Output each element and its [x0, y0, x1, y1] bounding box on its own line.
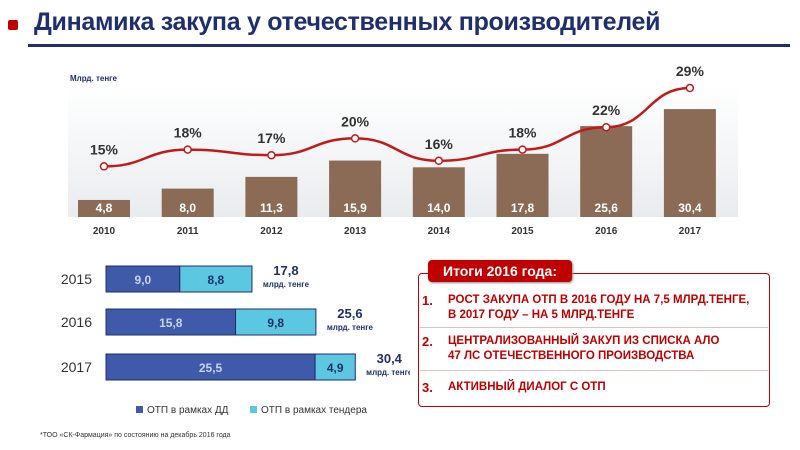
segment-value-label: 15,8 — [159, 316, 183, 330]
segment-value-label: 9,8 — [267, 316, 284, 330]
segment-tender — [179, 265, 253, 293]
x-tick-label: 2010 — [93, 226, 116, 237]
share-percent-label: 20% — [341, 113, 370, 129]
bar-value-label: 8,0 — [179, 201, 196, 215]
row-total-unit: млрд. тенге — [263, 280, 310, 289]
share-percent-label: 15% — [90, 141, 119, 157]
bar-value-label: 11,3 — [260, 201, 283, 215]
bar-value-label: 30,4 — [678, 201, 702, 215]
share-point — [434, 156, 444, 166]
legend-swatch-dd — [136, 406, 143, 413]
segment-value-label: 25,5 — [199, 361, 223, 375]
summary-item-3: 3. Активный диалог с ОТП — [422, 380, 768, 395]
share-point — [99, 162, 109, 171]
x-tick-label: 2012 — [260, 226, 283, 237]
bar-value-label: 17,8 — [511, 201, 535, 215]
summary-item-number: 3. — [422, 380, 433, 395]
bar-value-label: 14,0 — [427, 201, 451, 215]
share-percent-label: 18% — [508, 125, 537, 141]
share-point — [183, 145, 192, 154]
x-tick-label: 2011 — [177, 226, 199, 237]
share-point — [518, 145, 527, 154]
summary-item-1: 1. Рост закупа ОТП в 2016 году на 7,5 мл… — [422, 293, 768, 323]
bar-value-label: 15,9 — [343, 201, 367, 215]
segment-dd — [105, 265, 181, 293]
bar-value-label: 25,6 — [595, 201, 619, 215]
share-point — [685, 83, 695, 93]
row-total-label: 17,8 — [273, 263, 298, 278]
share-percent-label: 17% — [257, 130, 286, 146]
share-percent-label: 22% — [592, 102, 621, 118]
row-year-label: 2015 — [61, 271, 92, 287]
summary-item-text: Активный диалог с ОТП — [448, 381, 606, 393]
summary-divider — [420, 327, 768, 328]
summary-item-text: Централизованный закуп из списка АЛО 47 … — [448, 335, 720, 362]
segment-value-label: 4,9 — [327, 361, 344, 375]
summary-divider — [420, 370, 768, 371]
summary-item-number: 2. — [422, 334, 433, 349]
row-year-label: 2016 — [61, 314, 92, 330]
x-tick-label: 2016 — [595, 226, 618, 237]
bar-2010 — [78, 199, 130, 217]
row-total-label: 25,6 — [337, 306, 362, 321]
bar-2015 — [496, 153, 549, 217]
segment-tender — [314, 353, 356, 381]
bar-2014 — [412, 167, 465, 217]
share-point — [350, 134, 360, 143]
unit-label: Млрд. тенге — [70, 74, 117, 83]
segment-value-label: 8,8 — [208, 273, 225, 287]
bar-2011 — [161, 188, 214, 217]
row-total-unit: млрд. тенге — [366, 368, 410, 377]
row-total-label: 30,4 — [377, 351, 403, 366]
segment-value-label: 9,0 — [135, 273, 152, 287]
segment-dd — [105, 353, 316, 381]
summary-heading: Итоги 2016 года: — [428, 260, 572, 282]
summary-item-number: 1. — [422, 293, 433, 308]
share-percent-label: 18% — [174, 125, 203, 141]
bar-2017 — [663, 109, 716, 217]
x-tick-label: 2014 — [428, 226, 451, 237]
segment-dd — [105, 308, 237, 336]
share-percent-label: 29% — [676, 63, 705, 79]
x-tick-label: 2013 — [344, 226, 367, 237]
title-divider — [28, 44, 790, 47]
share-point — [601, 122, 611, 132]
summary-box — [418, 273, 770, 407]
horizontal-stacked-bar-chart: 2015 9,0 8,8 17,8 млрд. тенге 2016 15,8 9,8 25,6… — [61, 263, 410, 416]
share-percent-label: 16% — [425, 136, 454, 152]
segment-tender — [235, 308, 317, 336]
share-point — [267, 150, 276, 160]
footnote: *ТОО «СК-Фармация» по состоянию на декаб… — [40, 432, 231, 439]
x-tick-label: 2017 — [679, 226, 702, 237]
legend-swatch-tender — [250, 406, 257, 413]
bar-2012 — [245, 176, 298, 217]
page-title: Динамика закупа у отечественных производ… — [34, 8, 661, 36]
corner-logo-mark — [8, 20, 18, 30]
row-total-unit: млрд. тенге — [327, 323, 374, 332]
summary-item-2: 2. Централизованный закуп из списка АЛО … — [422, 334, 768, 364]
bar-value-label: 4,8 — [96, 201, 113, 215]
summary-item-text: Рост закупа ОТП в 2016 году на 7,5 млрд.… — [448, 294, 750, 321]
procurement-bar-line-chart: Млрд. тенге 4,8 8,0 11,3 15,9 14,0 17,8 25,6 30… — [68, 63, 738, 237]
legend-label: ОТП в рамках ДД — [147, 405, 229, 416]
legend-label: ОТП в рамках тендера — [261, 405, 367, 416]
row-year-label: 2017 — [61, 359, 92, 375]
x-tick-label: 2015 — [511, 226, 534, 237]
bar-2016 — [580, 126, 633, 217]
bar-2013 — [329, 160, 382, 217]
